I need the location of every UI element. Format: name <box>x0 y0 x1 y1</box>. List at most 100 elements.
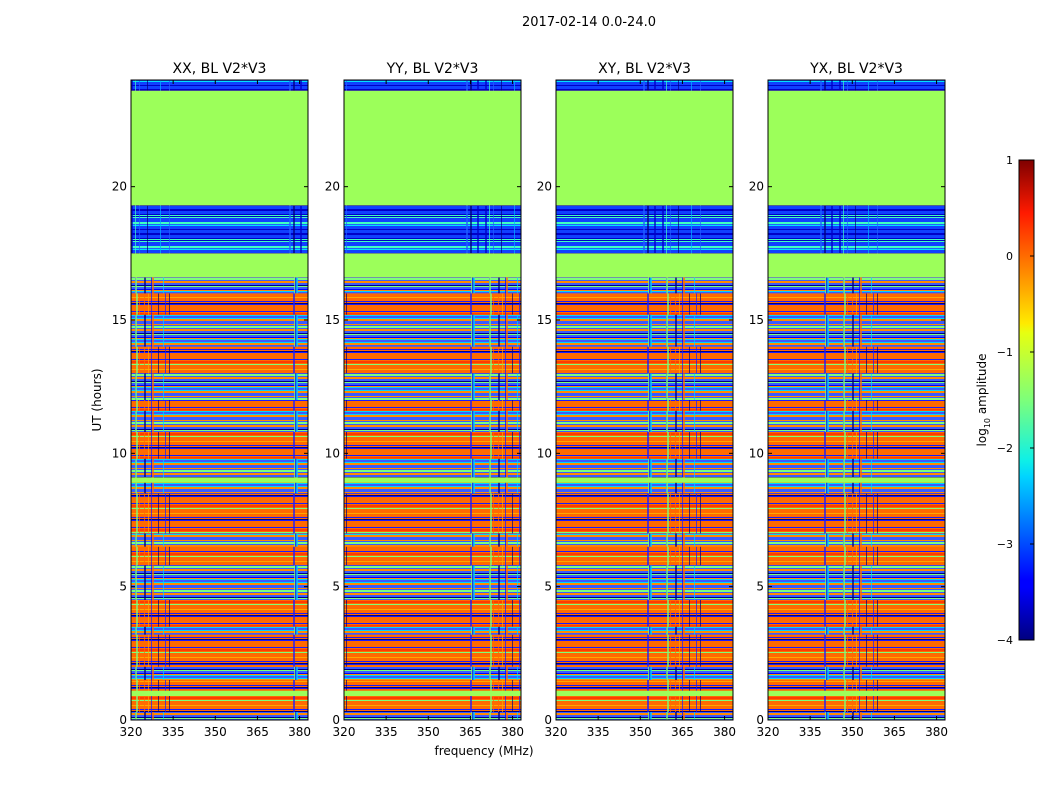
time-band-mixed <box>344 533 521 547</box>
time-band-mixed <box>131 565 308 600</box>
time-band-orange <box>768 696 945 712</box>
y-tick-label: 5 <box>332 580 340 594</box>
time-band-orange <box>556 546 733 566</box>
x-tick-label: 350 <box>629 725 652 739</box>
time-band-mixed <box>131 373 308 400</box>
time-band-mixed <box>344 482 521 494</box>
x-tick-label: 380 <box>501 725 524 739</box>
time-band-mixed <box>556 482 733 494</box>
time-band-mixed <box>131 458 308 478</box>
time-band-green <box>556 253 733 278</box>
time-band-orange <box>344 546 521 566</box>
y-tick-label: 5 <box>119 580 127 594</box>
time-band-mixed <box>131 626 308 635</box>
time-band-mixed <box>768 482 945 494</box>
colorbar-tick-label: −3 <box>997 538 1013 551</box>
panel-2: XY, BL V2*V3 320 335 350 365 380 0 5 10 15 20 <box>537 61 736 739</box>
time-band-orange <box>131 432 308 459</box>
time-band-orange <box>768 432 945 459</box>
panel-title: YX, BL V2*V3 <box>809 61 903 77</box>
x-tick-label: 365 <box>883 725 906 739</box>
time-band-mixed <box>344 373 521 400</box>
y-tick-label: 0 <box>119 713 127 727</box>
time-band-green <box>768 690 945 696</box>
time-band-orange <box>344 346 521 374</box>
time-band-orange <box>344 400 521 411</box>
time-band-mixed <box>556 666 733 680</box>
colorbar-tick-label: −4 <box>997 634 1013 647</box>
time-band-orange <box>768 400 945 411</box>
x-tick-label: 320 <box>757 725 780 739</box>
y-tick-label: 0 <box>756 713 764 727</box>
panel-title: XY, BL V2*V3 <box>598 61 691 77</box>
time-band-orange <box>131 653 308 667</box>
time-band-orange <box>131 600 308 627</box>
panel-frame <box>343 79 522 721</box>
panel-3: YX, BL V2*V3 320 335 350 365 380 0 5 10 15 20 <box>749 61 948 739</box>
time-band-green <box>768 253 945 278</box>
time-band-blue <box>344 205 521 254</box>
time-band-blue <box>768 205 945 254</box>
time-band-blue <box>131 80 308 91</box>
time-band-orange <box>131 680 308 691</box>
time-band-mixed <box>556 277 733 294</box>
time-band-orange <box>344 493 521 534</box>
time-band-mixed <box>131 666 308 680</box>
x-tick-label: 335 <box>162 725 185 739</box>
y-tick-label: 0 <box>332 713 340 727</box>
time-band-orange <box>556 680 733 691</box>
time-band-mixed <box>768 458 945 478</box>
x-tick-label: 320 <box>333 725 356 739</box>
y-tick-label: 5 <box>544 580 552 594</box>
time-band-mixed <box>344 626 521 635</box>
x-tick-label: 335 <box>799 725 822 739</box>
time-band-mixed <box>768 533 945 547</box>
time-band-orange <box>131 293 308 315</box>
panel-1: YY, BL V2*V3 320 335 350 365 380 0 5 10 15 20 <box>325 61 524 739</box>
time-band-orange <box>556 493 733 534</box>
colorbar-label: log10 amplitude <box>975 354 992 447</box>
x-tick-label: 380 <box>925 725 948 739</box>
panel-title: XX, BL V2*V3 <box>173 61 267 77</box>
time-band-orange <box>768 546 945 566</box>
y-tick-label: 15 <box>749 313 764 327</box>
panel-frame <box>555 79 734 721</box>
time-band-orange <box>344 634 521 654</box>
time-band-blue <box>768 80 945 91</box>
time-band-mixed <box>131 277 308 294</box>
time-band-green <box>556 90 733 206</box>
time-band-orange <box>556 346 733 374</box>
x-tick-label: 320 <box>545 725 568 739</box>
x-tick-label: 350 <box>841 725 864 739</box>
x-tick-label: 380 <box>713 725 736 739</box>
time-band-orange <box>556 432 733 459</box>
time-band-orange <box>131 400 308 411</box>
time-band-orange <box>556 696 733 712</box>
time-band-mixed <box>556 712 733 720</box>
x-tick-label: 350 <box>417 725 440 739</box>
x-tick-label: 350 <box>204 725 227 739</box>
time-band-orange <box>768 600 945 627</box>
suptitle: 2017-02-14 0.0-24.0 <box>522 15 656 30</box>
time-band-blue <box>556 205 733 254</box>
colorbar: −4 −3 −2 −1 0 1 log10 amplitude <box>975 154 1035 647</box>
time-band-mixed <box>768 373 945 400</box>
time-band-blue <box>344 80 521 91</box>
time-band-mixed <box>556 314 733 347</box>
time-band-orange <box>131 696 308 712</box>
y-tick-label: 10 <box>749 446 764 460</box>
panel-0: XX, BL V2*V3 320 335 350 365 380 0 5 10 15 20 <box>112 61 311 739</box>
time-band-mixed <box>556 373 733 400</box>
time-band-mixed <box>556 410 733 432</box>
x-axis-label: frequency (MHz) <box>434 744 533 758</box>
time-band-orange <box>768 653 945 667</box>
panel-frame <box>767 79 946 721</box>
time-band-mixed <box>768 314 945 347</box>
time-band-mixed <box>131 482 308 494</box>
y-tick-label: 20 <box>749 180 764 194</box>
x-tick-label: 365 <box>459 725 482 739</box>
time-band-orange <box>556 653 733 667</box>
time-band-green <box>131 690 308 696</box>
time-band-orange <box>344 293 521 315</box>
